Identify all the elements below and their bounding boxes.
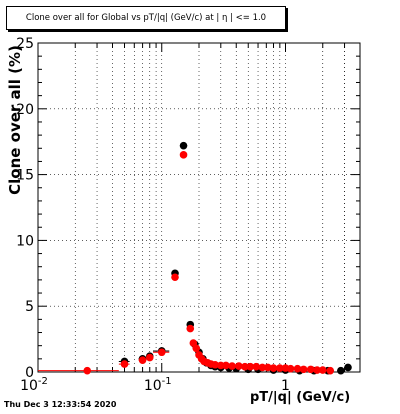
data-point (211, 360, 219, 369)
data-point (246, 362, 255, 371)
data-point (326, 366, 335, 375)
data-point (286, 364, 295, 373)
data-point (192, 344, 201, 353)
data-point (120, 360, 129, 368)
marks-layer (38, 141, 352, 375)
y-tick-label: 0 (25, 365, 34, 381)
data-point (306, 365, 315, 374)
series-0 (118, 141, 352, 375)
x-tick-label: 10-1 (144, 376, 172, 394)
y-tick-label: 15 (16, 168, 34, 184)
data-point (241, 362, 249, 371)
data-point (293, 364, 302, 373)
data-point (344, 363, 352, 372)
y-tick-label: 5 (25, 299, 34, 315)
data-point (318, 366, 327, 374)
y-tick-label: 25 (16, 36, 34, 52)
data-point (179, 141, 188, 150)
data-point (313, 366, 321, 374)
data-point (186, 324, 195, 333)
y-axis-label: Clone over all (%) (6, 44, 24, 195)
data-point (179, 151, 188, 159)
y-axis-label-box: Clone over all (%) (4, 45, 26, 195)
data-point (138, 356, 147, 364)
tick-labels: 0 5 10 15 20 25 10-2 10-1 1 (16, 36, 290, 394)
data-point (157, 348, 166, 357)
chart-title: Clone over all for Global vs pT/|q| (GeV… (6, 6, 286, 30)
data-point (145, 353, 154, 362)
data-point (171, 273, 179, 282)
x-tick-label: 1 (281, 378, 290, 394)
x-tick-label: 10-2 (20, 376, 48, 394)
data-point (264, 363, 272, 372)
data-point (269, 364, 278, 372)
data-point (83, 366, 92, 375)
data-point (228, 362, 236, 370)
plot-frame (37, 42, 361, 373)
data-point (299, 365, 308, 374)
y-tick-label: 10 (16, 233, 34, 249)
data-point (252, 362, 261, 371)
data-point (258, 363, 267, 372)
data-point (235, 362, 243, 370)
y-tick-label: 20 (16, 102, 34, 118)
data-point (337, 366, 345, 375)
data-point (276, 364, 284, 372)
grid-layer (38, 43, 361, 372)
data-point (222, 361, 230, 370)
series-1 (38, 151, 335, 375)
timestamp: Thu Dec 3 12:33:54 2020 (4, 400, 117, 409)
x-axis-label: pT/|q| (GeV/c) (250, 390, 351, 405)
